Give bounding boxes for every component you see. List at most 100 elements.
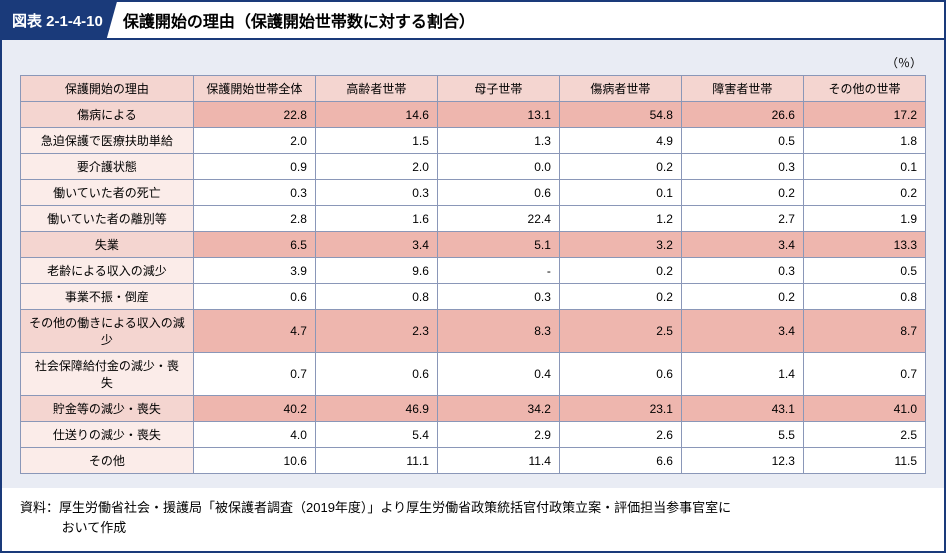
cell-value: 5.5 bbox=[681, 422, 803, 448]
cell-value: 2.5 bbox=[559, 310, 681, 353]
cell-value: 3.4 bbox=[681, 232, 803, 258]
cell-value: 2.7 bbox=[681, 206, 803, 232]
cell-value: 0.7 bbox=[803, 353, 925, 396]
cell-value: 0.3 bbox=[681, 154, 803, 180]
cell-value: 54.8 bbox=[559, 102, 681, 128]
source-note: 資料：厚生労働省社会・援護局「被保護者調査（2019年度）」より厚生労働省政策統… bbox=[2, 488, 944, 551]
table-row: 働いていた者の死亡0.30.30.60.10.20.2 bbox=[21, 180, 926, 206]
cell-value: 13.1 bbox=[437, 102, 559, 128]
row-label: 働いていた者の離別等 bbox=[21, 206, 194, 232]
cell-value: 5.4 bbox=[315, 422, 437, 448]
row-label: 要介護状態 bbox=[21, 154, 194, 180]
cell-value: 0.7 bbox=[193, 353, 315, 396]
cell-value: 0.2 bbox=[803, 180, 925, 206]
figure-title: 保護開始の理由（保護開始世帯数に対する割合） bbox=[113, 2, 485, 38]
cell-value: 4.7 bbox=[193, 310, 315, 353]
figure-number: 図表 2-1-4-10 bbox=[2, 2, 117, 38]
cell-value: 3.2 bbox=[559, 232, 681, 258]
row-label: 急迫保護で医療扶助単給 bbox=[21, 128, 194, 154]
cell-value: 0.8 bbox=[803, 284, 925, 310]
cell-value: 2.8 bbox=[193, 206, 315, 232]
col-header: 母子世帯 bbox=[437, 76, 559, 102]
row-label: 貯金等の減少・喪失 bbox=[21, 396, 194, 422]
cell-value: 11.5 bbox=[803, 448, 925, 474]
cell-value: 26.6 bbox=[681, 102, 803, 128]
cell-value: 4.9 bbox=[559, 128, 681, 154]
table-row: 仕送りの減少・喪失4.05.42.92.65.52.5 bbox=[21, 422, 926, 448]
cell-value: 0.0 bbox=[437, 154, 559, 180]
col-header: 高齢者世帯 bbox=[315, 76, 437, 102]
table-header-row: 保護開始の理由 保護開始世帯全体 高齢者世帯 母子世帯 傷病者世帯 障害者世帯 … bbox=[21, 76, 926, 102]
cell-value: 8.3 bbox=[437, 310, 559, 353]
col-header: 保護開始世帯全体 bbox=[193, 76, 315, 102]
cell-value: 0.1 bbox=[803, 154, 925, 180]
cell-value: 0.3 bbox=[315, 180, 437, 206]
cell-value: 0.4 bbox=[437, 353, 559, 396]
col-header: その他の世帯 bbox=[803, 76, 925, 102]
cell-value: 34.2 bbox=[437, 396, 559, 422]
table-body: 傷病による22.814.613.154.826.617.2急迫保護で医療扶助単給… bbox=[21, 102, 926, 474]
cell-value: 1.2 bbox=[559, 206, 681, 232]
cell-value: 41.0 bbox=[803, 396, 925, 422]
cell-value: 23.1 bbox=[559, 396, 681, 422]
cell-value: 40.2 bbox=[193, 396, 315, 422]
title-bar: 図表 2-1-4-10 保護開始の理由（保護開始世帯数に対する割合） bbox=[2, 2, 944, 40]
row-label: 社会保障給付金の減少・喪失 bbox=[21, 353, 194, 396]
data-table: 保護開始の理由 保護開始世帯全体 高齢者世帯 母子世帯 傷病者世帯 障害者世帯 … bbox=[20, 75, 926, 474]
cell-value: 1.3 bbox=[437, 128, 559, 154]
cell-value: 0.6 bbox=[559, 353, 681, 396]
cell-value: 2.3 bbox=[315, 310, 437, 353]
source-line-2: おいて作成 bbox=[20, 518, 926, 538]
table-row: 老齢による収入の減少3.99.6-0.20.30.5 bbox=[21, 258, 926, 284]
row-label: その他の働きによる収入の減少 bbox=[21, 310, 194, 353]
cell-value: 0.2 bbox=[559, 154, 681, 180]
row-label: 失業 bbox=[21, 232, 194, 258]
cell-value: 0.6 bbox=[193, 284, 315, 310]
cell-value: 0.5 bbox=[681, 128, 803, 154]
cell-value: 5.1 bbox=[437, 232, 559, 258]
cell-value: 2.0 bbox=[315, 154, 437, 180]
row-label: その他 bbox=[21, 448, 194, 474]
col-header: 傷病者世帯 bbox=[559, 76, 681, 102]
chart-area: （％） 保護開始の理由 保護開始世帯全体 高齢者世帯 母子世帯 傷病者世帯 障害… bbox=[2, 40, 944, 488]
cell-value: 10.6 bbox=[193, 448, 315, 474]
cell-value: 11.4 bbox=[437, 448, 559, 474]
cell-value: 1.5 bbox=[315, 128, 437, 154]
cell-value: 0.8 bbox=[315, 284, 437, 310]
cell-value: 0.9 bbox=[193, 154, 315, 180]
cell-value: 0.3 bbox=[681, 258, 803, 284]
cell-value: 14.6 bbox=[315, 102, 437, 128]
figure-container: 図表 2-1-4-10 保護開始の理由（保護開始世帯数に対する割合） （％） 保… bbox=[0, 0, 946, 553]
cell-value: 1.8 bbox=[803, 128, 925, 154]
cell-value: 11.1 bbox=[315, 448, 437, 474]
cell-value: 2.0 bbox=[193, 128, 315, 154]
row-label: 仕送りの減少・喪失 bbox=[21, 422, 194, 448]
row-label: 働いていた者の死亡 bbox=[21, 180, 194, 206]
cell-value: 8.7 bbox=[803, 310, 925, 353]
cell-value: 1.6 bbox=[315, 206, 437, 232]
cell-value: 0.5 bbox=[803, 258, 925, 284]
table-row: 事業不振・倒産0.60.80.30.20.20.8 bbox=[21, 284, 926, 310]
table-row: その他10.611.111.46.612.311.5 bbox=[21, 448, 926, 474]
cell-value: 13.3 bbox=[803, 232, 925, 258]
table-row: 要介護状態0.92.00.00.20.30.1 bbox=[21, 154, 926, 180]
cell-value: 0.2 bbox=[681, 180, 803, 206]
cell-value: 0.2 bbox=[559, 284, 681, 310]
table-row: その他の働きによる収入の減少4.72.38.32.53.48.7 bbox=[21, 310, 926, 353]
cell-value: 2.6 bbox=[559, 422, 681, 448]
table-row: 貯金等の減少・喪失40.246.934.223.143.141.0 bbox=[21, 396, 926, 422]
cell-value: 17.2 bbox=[803, 102, 925, 128]
cell-value: 1.4 bbox=[681, 353, 803, 396]
cell-value: 3.4 bbox=[681, 310, 803, 353]
cell-value: 0.3 bbox=[437, 284, 559, 310]
unit-label: （％） bbox=[20, 54, 926, 75]
cell-value: 6.6 bbox=[559, 448, 681, 474]
cell-value: 1.9 bbox=[803, 206, 925, 232]
row-label: 老齢による収入の減少 bbox=[21, 258, 194, 284]
row-label: 傷病による bbox=[21, 102, 194, 128]
cell-value: 4.0 bbox=[193, 422, 315, 448]
col-header: 障害者世帯 bbox=[681, 76, 803, 102]
cell-value: 46.9 bbox=[315, 396, 437, 422]
cell-value: 3.9 bbox=[193, 258, 315, 284]
table-row: 急迫保護で医療扶助単給2.01.51.34.90.51.8 bbox=[21, 128, 926, 154]
